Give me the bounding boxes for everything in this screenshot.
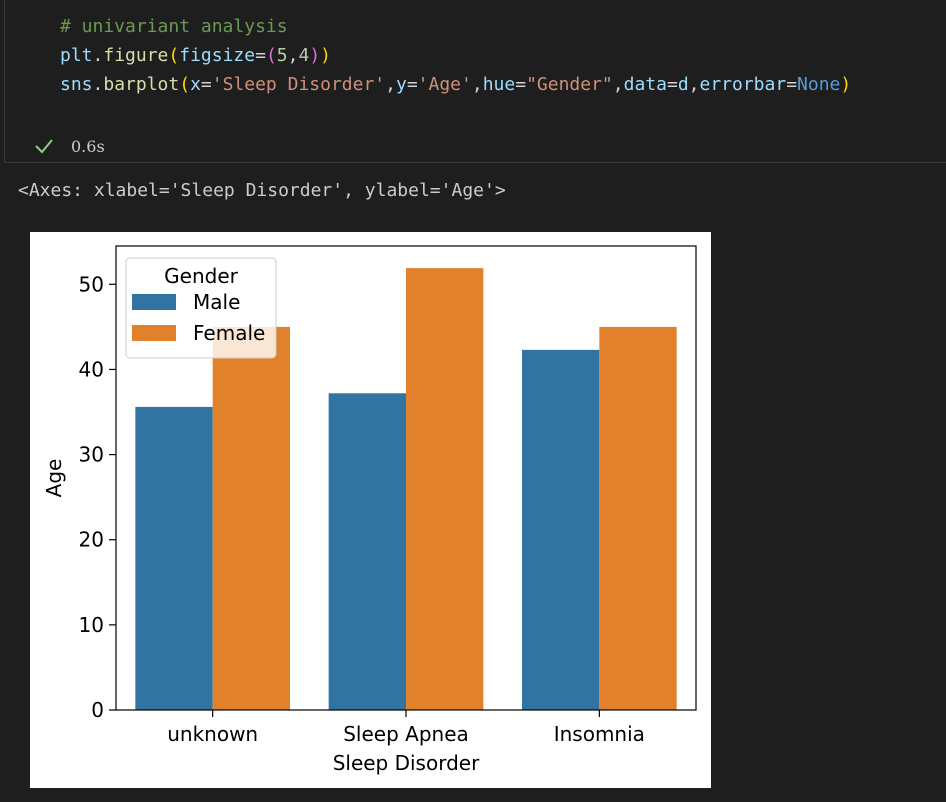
code-token: plt [60,45,93,66]
execution-time: 0.6s [71,136,105,156]
y-tick-label: 10 [79,613,104,637]
code-token: barplot [103,74,180,95]
legend-swatch-male [132,294,176,310]
y-tick-label: 50 [79,272,104,296]
code-token: hue [482,74,516,95]
code-line: sns.barplot(x='Sleep Disorder',y='Age',h… [60,70,851,99]
legend-title: Gender [164,264,238,288]
output-repr: <Axes: xlabel='Sleep Disorder', ylabel='… [18,180,506,201]
code-token: , [471,74,483,95]
code-token: d [677,74,689,95]
checkmark-icon [35,139,53,154]
code-token: , [287,45,299,66]
bar-male-1 [328,393,406,710]
code-token: = [255,45,266,66]
bar-female-2 [599,326,677,710]
bar-female-0 [212,326,290,710]
legend-label: Female [193,321,265,345]
code-token: ( [179,74,191,95]
code-token: figsize [179,45,256,66]
code-token: 4 [298,45,310,66]
code-token: # univariant analysis [60,16,288,37]
execution-status: 0.6s [33,134,105,158]
y-axis-label: Age [42,459,66,498]
code-token: ( [168,45,180,66]
code-token: 'Age' [417,74,472,95]
code-token: 5 [276,45,288,66]
code-token: , [385,74,396,95]
code-token: = [200,74,212,95]
code-token: ( [265,45,277,66]
code-token: ) [309,45,321,66]
code-token: = [515,74,527,95]
code-token: , [688,74,700,95]
code-token: y [395,74,407,95]
code-token: = [786,74,798,95]
code-token: = [406,74,418,95]
chart-output: 0 10 20 30 40 50 unknown Sleep Apnea Insomnia Sle… [30,232,711,788]
code-token: . [92,45,104,66]
code-token: , [612,74,624,95]
bar-male-0 [135,406,213,710]
code-token: data [623,74,667,95]
y-tick-label: 40 [79,357,104,381]
code-token: ) [840,74,852,95]
code-token: errorbar [699,74,787,95]
code-token: figure [103,45,169,66]
code-token: . [92,74,104,95]
y-tick-label: 30 [79,443,104,467]
y-tick-label: 20 [79,528,104,552]
legend-label: Male [193,290,240,314]
x-tick-label: Sleep Apnea [343,722,469,746]
bar-chart: 0 10 20 30 40 50 unknown Sleep Apnea Insomnia Sle… [42,245,697,775]
code-token: = [666,74,678,95]
x-tick-label: Insomnia [554,722,645,746]
code-token: "Gender" [526,74,613,95]
bar-male-2 [522,349,600,710]
code-line: plt.figure(figsize=(5,4)) [60,41,851,70]
code-cell[interactable]: # univariant analysis plt.figure(figsize=… [4,0,946,163]
code-token: x [190,74,201,95]
bar-female-1 [406,268,484,710]
code-token: sns [60,74,93,95]
x-tick-label: unknown [167,722,258,746]
code-token: None [797,74,841,95]
code-line: # univariant analysis [60,12,851,41]
y-tick-label: 0 [91,698,104,722]
x-axis-label: Sleep Disorder [333,751,480,775]
code-editor[interactable]: # univariant analysis plt.figure(figsize=… [60,12,851,99]
code-token: 'Sleep Disorder' [211,74,386,95]
code-token: ) [320,45,331,66]
legend-swatch-female [132,325,176,341]
